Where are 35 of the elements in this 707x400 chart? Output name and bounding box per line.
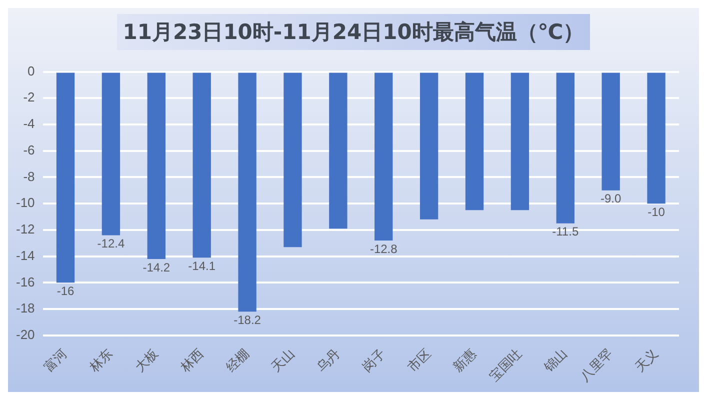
y-tick-label: -14 xyxy=(16,248,35,263)
x-tick-label: 天山 xyxy=(268,346,298,376)
data-label: -11.5 xyxy=(552,224,579,239)
data-label: -14.2 xyxy=(142,260,170,274)
x-tick-label: 林西 xyxy=(177,346,208,376)
data-label: -10 xyxy=(648,204,666,219)
x-tick-label: 林东 xyxy=(86,346,116,376)
y-tick-label: -12 xyxy=(16,222,35,237)
data-label: -16 xyxy=(56,284,75,298)
data-label: -18.2 xyxy=(234,312,262,327)
y-tick-label: 0 xyxy=(28,63,35,78)
y-tick-label: -10 xyxy=(16,195,35,210)
y-tick-label: -16 xyxy=(16,274,35,290)
y-tick-label: -4 xyxy=(23,116,35,132)
x-tick-label: 经棚 xyxy=(224,346,252,376)
chart-title: 11月23日10时-11月24日10时最高气温（℃） xyxy=(116,14,590,50)
data-label: -14.1 xyxy=(188,258,216,273)
x-tick-label: 锦山 xyxy=(540,346,571,376)
y-tick-label: -8 xyxy=(23,168,35,184)
x-tick-label: 乌丹 xyxy=(314,346,344,376)
y-tick-label: -2 xyxy=(23,90,35,105)
y-tick-label: -20 xyxy=(16,326,35,342)
y-tick-label: -18 xyxy=(16,300,35,316)
data-label: -12.4 xyxy=(97,236,125,251)
x-tick-label: 天义 xyxy=(632,346,662,376)
x-tick-label: 宝国吐 xyxy=(486,346,526,385)
data-label: -12.8 xyxy=(370,242,398,256)
x-tick-label: 富河 xyxy=(41,346,71,376)
data-label: -9.0 xyxy=(600,192,622,206)
x-tick-label: 市区 xyxy=(405,346,434,376)
x-tick-label: 大板 xyxy=(132,346,162,376)
x-tick-label: 八里罕 xyxy=(578,346,616,385)
x-tick-label: 新惠 xyxy=(450,346,480,376)
x-tick-label: 岗子 xyxy=(360,346,389,376)
y-tick-label: -6 xyxy=(23,142,35,158)
